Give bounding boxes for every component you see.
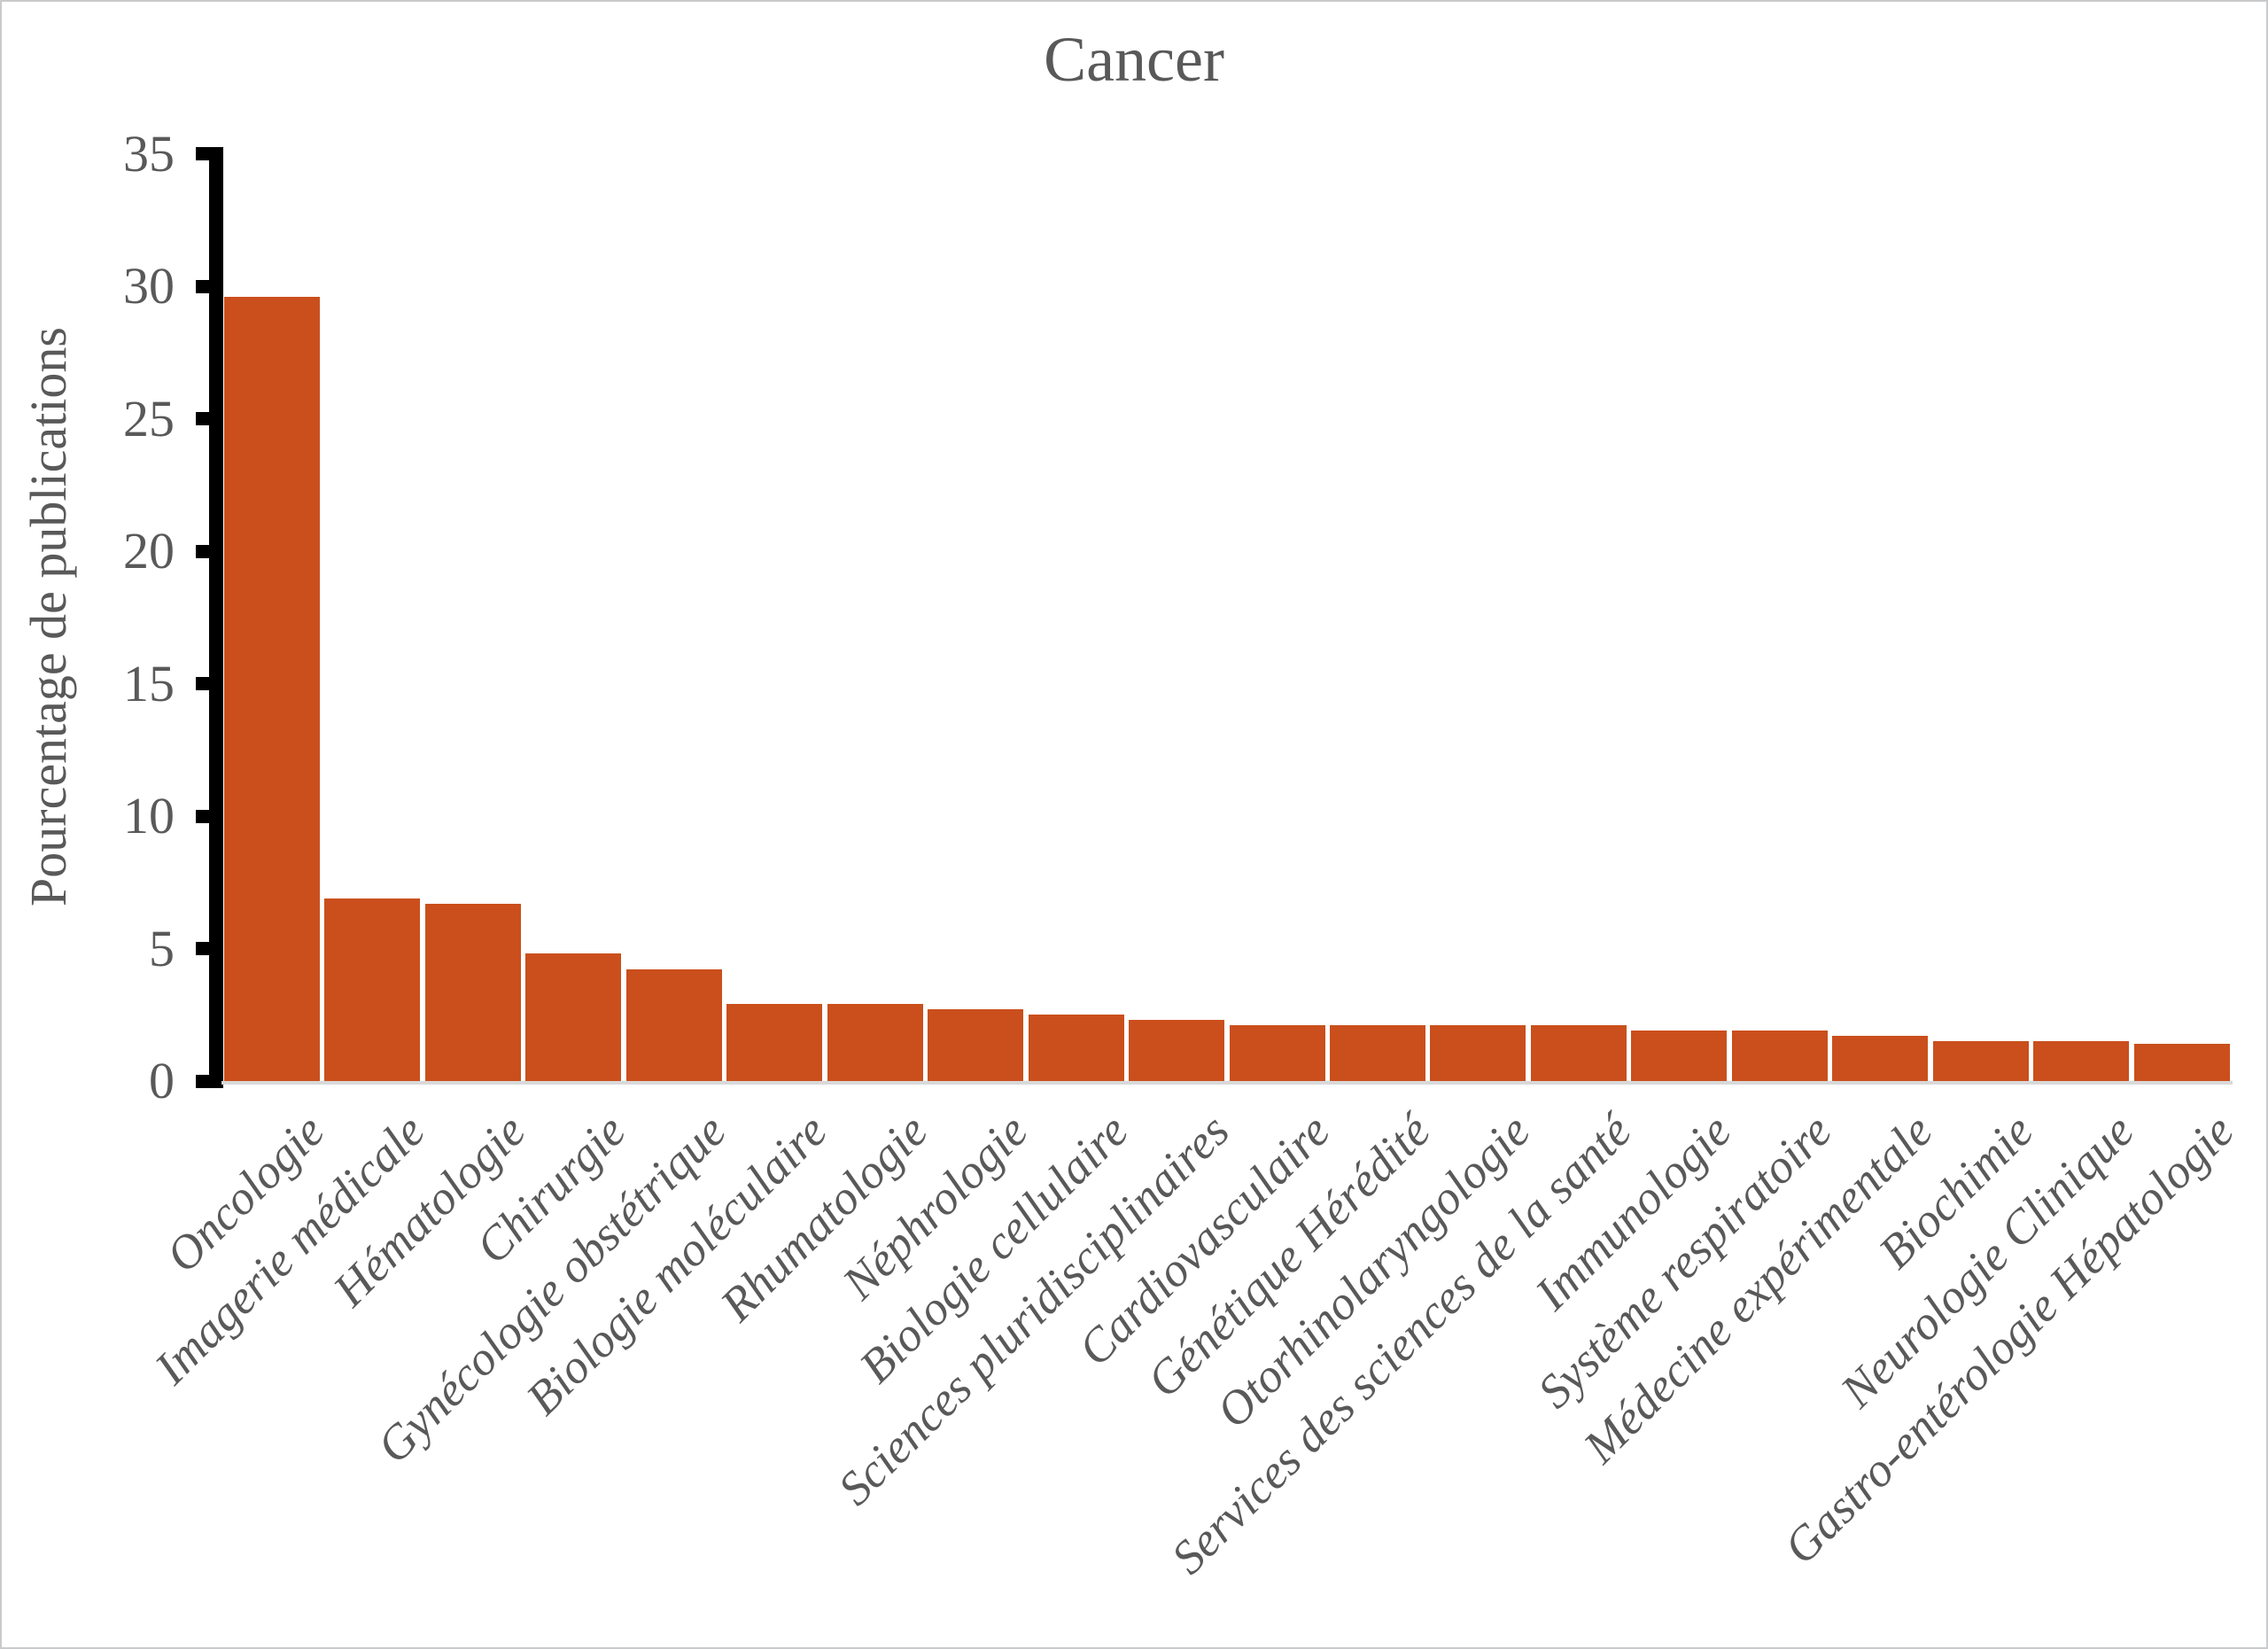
y-tick-label-5: 5 <box>149 919 175 977</box>
bar-services-des-sciences-de-la-sante <box>1530 1025 1627 1081</box>
chart-title: Cancer <box>1044 24 1224 95</box>
bar-chirurgie <box>525 953 622 1081</box>
bar-systeme-respiratoire <box>1731 1031 1828 1081</box>
y-tick-mark-10 <box>196 809 223 823</box>
y-tick-label-0: 0 <box>149 1052 175 1109</box>
bar-rhumatologie <box>827 1004 923 1081</box>
bar-nephrologie <box>928 1009 1024 1081</box>
bar-hematologie <box>424 903 521 1081</box>
bar-biochimie <box>1932 1041 2029 1081</box>
bar-imagerie-medicale <box>324 898 421 1081</box>
y-tick-label-10: 10 <box>123 787 175 844</box>
y-tick-mark-15 <box>196 677 223 690</box>
y-tick-label-20: 20 <box>123 522 175 579</box>
bar-otorhinolaryngologie <box>1430 1025 1526 1081</box>
y-tick-mark-30 <box>196 279 223 293</box>
bar-genetique-heredite <box>1329 1025 1425 1081</box>
y-tick-label-30: 30 <box>123 257 175 315</box>
bar-medecine-experimentale <box>1832 1036 1929 1081</box>
bar-gynecologie-obstetrique <box>625 969 722 1081</box>
bar-biologie-cellulaire <box>1028 1015 1124 1081</box>
x-axis-baseline <box>221 1081 2233 1085</box>
bar-immunologie <box>1631 1031 1728 1081</box>
bar-sciences-pluridisciplinaires <box>1129 1020 1225 1081</box>
y-tick-label-35: 35 <box>123 124 175 183</box>
plot-area <box>224 153 2235 1081</box>
y-tick-mark-20 <box>196 544 223 558</box>
y-tick-mark-5 <box>196 942 223 955</box>
y-axis-line <box>209 147 223 1085</box>
y-tick-mark-25 <box>196 412 223 425</box>
bar-gastro-enterologie-hepatologie <box>2133 1044 2230 1081</box>
bar-neurologie-clinique <box>2033 1041 2130 1081</box>
y-tick-mark-35 <box>196 147 223 160</box>
bar-biologie-moleculaire <box>726 1004 823 1081</box>
y-tick-label-15: 15 <box>123 654 175 712</box>
y-tick-label-25: 25 <box>123 389 175 447</box>
y-tick-mark-0 <box>196 1074 223 1088</box>
bar-oncologie <box>224 296 320 1081</box>
bar-cardiovasculaire <box>1229 1025 1325 1081</box>
